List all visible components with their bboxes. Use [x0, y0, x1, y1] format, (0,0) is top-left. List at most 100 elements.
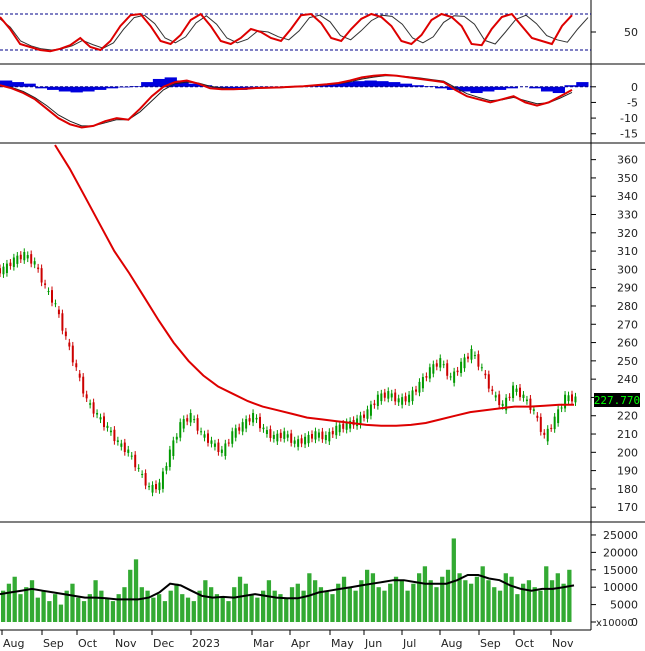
volume-bar: [226, 601, 231, 622]
price-candle-body: [314, 431, 317, 440]
macd-histogram-bar: [23, 83, 36, 87]
price-candle-body: [262, 427, 265, 430]
price-candle-body: [494, 395, 497, 398]
price-candle-body: [259, 416, 261, 429]
price-candle-body: [227, 442, 230, 444]
last-price-label: 227.770: [594, 394, 640, 407]
price-candle-body: [297, 439, 300, 447]
volume-bar: [255, 597, 260, 622]
macd-histogram-bar: [58, 86, 72, 92]
macd-histogram-bar: [482, 86, 495, 92]
price-candle-body: [363, 414, 365, 418]
price-panel: 360 350 340 330 320 310 300 290 280 270 260 250 240 2…: [0, 144, 638, 514]
macd-histogram-bar: [70, 86, 83, 93]
price-candle-body: [78, 373, 81, 378]
price-tick-label: 290: [617, 282, 638, 295]
price-candle-body: [484, 373, 487, 376]
price-candle-body: [92, 402, 95, 414]
price-candle-body: [515, 388, 518, 392]
price-candle-body: [120, 443, 123, 447]
price-candle-body: [425, 376, 428, 378]
volume-bar: [105, 597, 110, 622]
volume-bar: [497, 590, 503, 622]
volume-bar: [145, 590, 150, 622]
macd-histogram-bar: [47, 86, 60, 90]
volume-bar: [347, 587, 352, 622]
macd-histogram-bar: [576, 82, 589, 87]
volume-bar: [330, 594, 335, 622]
volume-bar: [29, 580, 35, 622]
volume-bar: [47, 601, 52, 622]
price-candle-body: [304, 436, 307, 445]
macd-histogram-bar: [540, 86, 554, 92]
volume-bar: [301, 590, 306, 622]
month-label: Nov: [552, 637, 574, 650]
price-candle-body: [467, 356, 469, 359]
price-candle-body: [252, 412, 255, 423]
price-candle-body: [286, 434, 289, 438]
price-candle-body: [16, 255, 19, 264]
month-label: Aug: [3, 637, 24, 650]
price-candle-body: [186, 418, 189, 422]
price-candle-body: [560, 407, 563, 409]
price-candle-body: [220, 449, 223, 453]
price-candle-body: [47, 291, 50, 293]
macd-histogram-bar: [493, 86, 507, 90]
price-candle-body: [172, 440, 175, 456]
price-candle-body: [508, 396, 511, 398]
volume-bar: [492, 587, 497, 622]
volume-bar: [272, 590, 277, 622]
price-tick-label: 320: [617, 227, 638, 240]
price-tick-label: 220: [617, 410, 638, 423]
volume-bar: [185, 597, 191, 622]
price-candle-body: [536, 415, 539, 418]
price-candle-body: [345, 422, 348, 430]
price-tick-label: 270: [617, 318, 638, 331]
macd-histogram-bar: [341, 82, 354, 87]
volume-bar: [139, 587, 144, 622]
price-tick-label: 310: [617, 245, 638, 258]
volume-bar: [64, 590, 69, 622]
price-candle-body: [106, 425, 109, 428]
volume-bar: [76, 597, 81, 622]
price-candle-body: [491, 389, 494, 392]
volume-bar: [278, 594, 283, 622]
price-candle-body: [241, 422, 244, 432]
volume-bar: [445, 569, 451, 622]
price-candle-body: [439, 358, 442, 368]
price-candle-body: [328, 431, 331, 442]
price-candle-body: [141, 473, 144, 475]
volume-tick-label: 20000: [603, 546, 638, 559]
volume-bar: [87, 594, 92, 622]
price-candle-body: [165, 466, 168, 471]
volume-tick-label: 0: [631, 616, 638, 629]
volume-bar: [451, 538, 456, 622]
price-candle-body: [283, 431, 286, 439]
volume-tick-label: 25000: [603, 529, 638, 542]
volume-bar: [6, 583, 12, 622]
price-candle-body: [421, 377, 424, 389]
price-candle-body: [40, 268, 43, 283]
price-candle-body: [432, 364, 435, 374]
macd-histogram-bar: [505, 86, 518, 89]
volume-bar: [53, 594, 58, 622]
volume-bar: [157, 594, 162, 622]
macd-panel: 0 -5 -10 -15: [0, 73, 638, 141]
price-candle-body: [525, 399, 528, 402]
price-candle-body: [189, 412, 192, 423]
price-candle-body: [26, 255, 29, 259]
price-candle-body: [574, 396, 577, 403]
price-candle-body: [532, 409, 535, 411]
month-label: Nov: [115, 637, 137, 650]
price-tick-label: 190: [617, 465, 638, 478]
price-candle-body: [335, 425, 338, 436]
volume-bar: [521, 583, 526, 622]
macd-histogram-bar: [411, 85, 424, 87]
volume-bar: [561, 583, 566, 622]
price-candle-body: [435, 363, 438, 367]
price-candle-body: [99, 417, 102, 420]
price-candle-body: [248, 418, 251, 422]
volume-bar: [417, 573, 422, 622]
volume-bar: [469, 583, 474, 622]
price-candle-body: [369, 404, 372, 416]
